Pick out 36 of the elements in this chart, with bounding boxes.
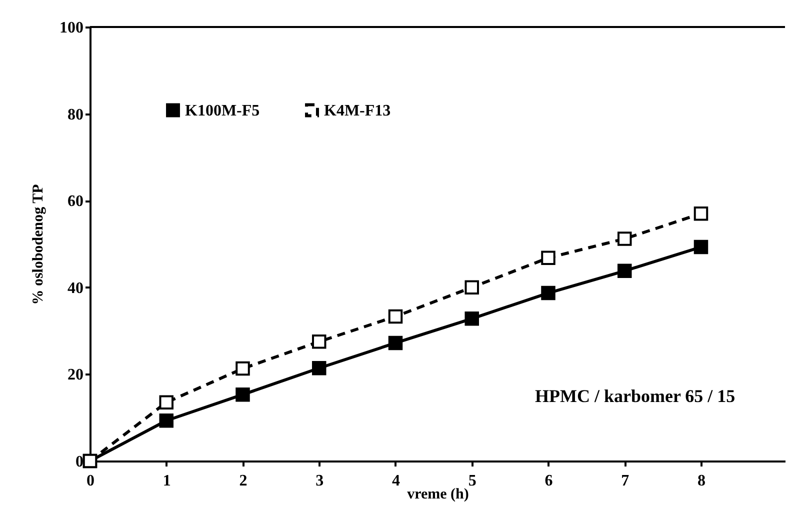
- point: [159, 395, 174, 410]
- x-tick-label: 8: [697, 472, 706, 490]
- point: [617, 232, 632, 246]
- x-tick-label: 7: [621, 472, 630, 490]
- legend-label: K100M-F5: [185, 102, 260, 120]
- x-axis-title: vreme (h): [407, 486, 469, 502]
- y-tick-label: 60: [68, 193, 84, 210]
- y-tick-label: 0: [76, 454, 84, 470]
- y-tick-label: 100: [60, 20, 84, 36]
- x-tick-label: 2: [239, 472, 248, 490]
- point: [388, 336, 403, 350]
- point: [694, 240, 708, 254]
- x-tick-label: 3: [316, 472, 324, 490]
- y-tick-label: 80: [68, 106, 84, 124]
- point: [464, 312, 479, 326]
- y-tick-label: 40: [68, 280, 84, 297]
- point: [617, 264, 632, 278]
- legend-label: K4M-F13: [324, 102, 391, 120]
- y-axis-title: % oslobodenog TP: [30, 184, 46, 305]
- point: [694, 206, 708, 221]
- x-tick-label: 5: [468, 472, 476, 490]
- y-tick-label: 20: [68, 366, 84, 384]
- x-tick-label: 0: [86, 472, 94, 490]
- point: [541, 250, 556, 266]
- point: [541, 286, 556, 300]
- point: [312, 334, 326, 349]
- point: [312, 361, 326, 376]
- x-tick-label: 4: [392, 472, 400, 490]
- point: [159, 414, 174, 428]
- point: [236, 387, 250, 402]
- x-tick-label: 1: [162, 472, 171, 490]
- point: [388, 309, 403, 324]
- annotation: HPMC / karbomer 65 / 15: [535, 386, 736, 406]
- x-tick-label: 6: [544, 472, 553, 490]
- point: [464, 280, 479, 295]
- point: [236, 361, 250, 376]
